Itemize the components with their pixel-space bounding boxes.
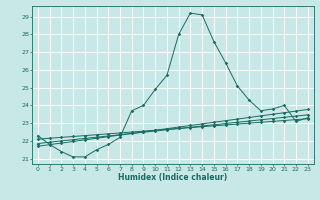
X-axis label: Humidex (Indice chaleur): Humidex (Indice chaleur) <box>118 173 228 182</box>
